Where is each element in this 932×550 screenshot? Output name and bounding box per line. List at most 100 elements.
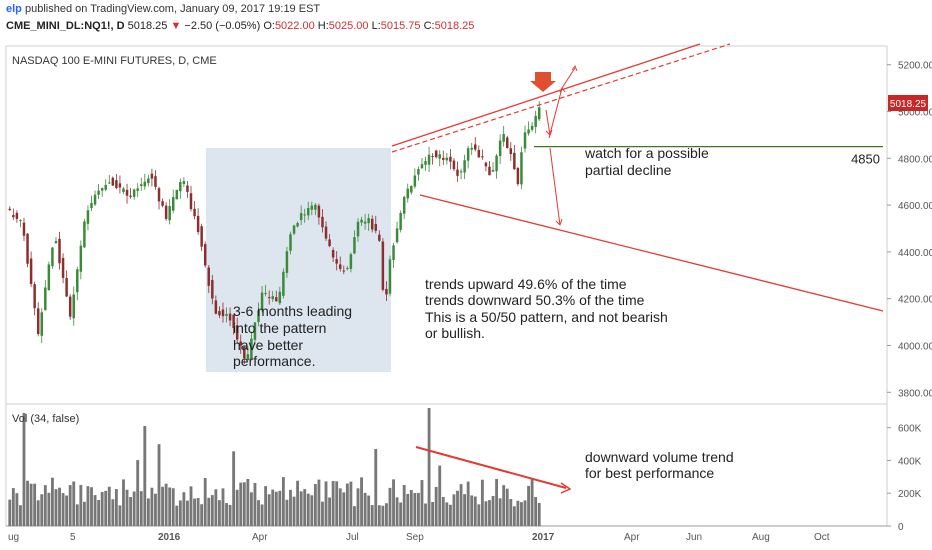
candle-body xyxy=(26,233,29,264)
candle-body xyxy=(111,177,115,186)
candle-body xyxy=(346,268,349,270)
volume-bar xyxy=(374,448,378,526)
candle-body xyxy=(108,182,111,184)
candle-body xyxy=(61,258,65,278)
upper-trendline[interactable] xyxy=(391,43,701,147)
candle-body xyxy=(427,154,431,165)
candle-body xyxy=(246,354,250,361)
candle-body xyxy=(260,292,264,310)
volume-bar xyxy=(505,488,509,526)
candle-body xyxy=(505,137,509,148)
candle-body xyxy=(296,223,299,227)
symbol-name[interactable]: CME_MINI_DL:NQ1!, D xyxy=(6,20,125,32)
volume-bar xyxy=(445,502,449,526)
time-axis: ug 5 2016 Apr Jul Sep 2017 Apr Jun Aug Oct xyxy=(8,532,830,543)
candle-body xyxy=(356,221,360,237)
volume-bar xyxy=(289,489,292,526)
volume-bar xyxy=(313,484,317,526)
volume-bar xyxy=(136,460,140,526)
close-value: 5018.25 xyxy=(434,20,475,32)
candle-body xyxy=(392,245,395,261)
volume-bar xyxy=(399,502,403,526)
candle-body xyxy=(402,196,406,214)
candle-body xyxy=(218,311,221,316)
candle-body xyxy=(54,241,58,244)
candle-body xyxy=(8,208,12,211)
volume-bar xyxy=(82,501,86,526)
volume-bar xyxy=(360,477,363,526)
volume-bar xyxy=(114,489,118,526)
candle-body xyxy=(513,152,516,170)
volume-bar xyxy=(125,489,129,526)
candle-body xyxy=(225,314,228,316)
last-price-text: 5018.25 xyxy=(127,20,168,32)
candle-body xyxy=(484,162,488,167)
volume-bar xyxy=(448,504,452,526)
lower-trendline[interactable] xyxy=(419,194,884,312)
volume-bar xyxy=(512,506,516,526)
candlestick-series xyxy=(8,101,541,365)
volume-bar xyxy=(520,502,523,526)
upper-trendline-dashed[interactable] xyxy=(391,43,731,153)
volume-bar xyxy=(43,485,47,526)
volume-bar xyxy=(72,481,76,526)
price-tick-label: 4400.00 xyxy=(898,248,932,259)
candle-body xyxy=(79,245,83,272)
candle-body xyxy=(367,218,370,224)
volume-bar xyxy=(537,502,541,526)
volume-bar xyxy=(8,499,12,526)
volume-bar xyxy=(459,484,463,526)
volume-bar xyxy=(416,492,420,526)
candle-body xyxy=(129,195,132,197)
volume-bar xyxy=(171,488,175,526)
volume-bar xyxy=(321,501,324,526)
volume-bar xyxy=(150,487,154,526)
author-link[interactable]: elp xyxy=(6,3,22,15)
volume-bar xyxy=(36,500,40,526)
volume-bar xyxy=(324,481,328,526)
candle-body xyxy=(97,190,100,195)
volume-bar xyxy=(317,479,321,526)
candle-body xyxy=(65,278,68,297)
candle-body xyxy=(335,259,338,264)
volume-bar xyxy=(356,488,360,526)
candle-body xyxy=(349,254,353,269)
volume-bar xyxy=(441,496,445,526)
volume-trendline[interactable] xyxy=(415,446,567,489)
candle-body xyxy=(307,208,310,216)
candle-body xyxy=(44,287,47,311)
note-volume-1: downward volume trend xyxy=(585,449,734,465)
volume-series xyxy=(8,408,541,526)
candle-body xyxy=(381,241,385,290)
candle-body xyxy=(282,271,285,296)
volume-bar xyxy=(463,494,467,526)
candle-body xyxy=(477,149,481,158)
volume-bar xyxy=(260,504,264,526)
volume-bar xyxy=(299,491,303,526)
candle-body xyxy=(186,185,189,192)
volume-bar xyxy=(22,412,26,526)
candle-body xyxy=(19,220,22,222)
volume-bar xyxy=(132,491,136,526)
volume-tick-label: 200K xyxy=(898,489,922,500)
candle-body xyxy=(374,224,378,231)
volume-bar xyxy=(264,486,268,526)
volume-bar xyxy=(502,485,506,526)
volume-bar xyxy=(33,483,37,526)
candle-body xyxy=(456,169,459,176)
volume-bar xyxy=(381,505,385,526)
candle-body xyxy=(154,176,157,187)
candle-body xyxy=(29,258,33,284)
price-tick-label: 5200.00 xyxy=(898,61,932,72)
candle-body xyxy=(143,181,147,187)
volume-bar xyxy=(200,504,204,526)
published-text: published on TradingView.com, January 09… xyxy=(24,3,321,15)
candle-body xyxy=(395,228,399,243)
candle-body xyxy=(328,239,331,247)
volume-bar xyxy=(477,504,481,526)
down-arrow-small xyxy=(545,109,551,136)
candle-body xyxy=(424,160,427,165)
volume-bar xyxy=(178,500,182,526)
volume-bar xyxy=(292,496,296,526)
